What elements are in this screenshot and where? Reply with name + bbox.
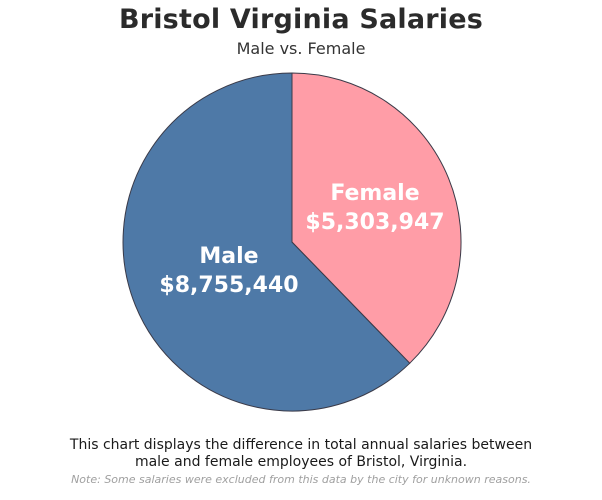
slice-label-female-value: $5,303,947 — [305, 210, 444, 235]
slice-label-female-name: Female — [330, 181, 419, 206]
chart-caption: This chart displays the difference in to… — [0, 437, 602, 471]
chart-title: Bristol Virginia Salaries — [118, 4, 484, 35]
pie-slice-male — [122, 72, 411, 412]
slice-label-male-name: Male — [199, 244, 258, 269]
caption-line-1: This chart displays the difference in to… — [69, 437, 533, 453]
caption-line-2: male and female employees of Bristol, Vi… — [134, 454, 468, 470]
slice-label-male-value: $8,755,440 — [159, 273, 298, 298]
chart-note: Note: Some salaries were excluded from t… — [71, 473, 531, 486]
pie-chart: Female $5,303,947 Male $8,755,440 — [122, 72, 462, 412]
pie-slice-female — [291, 72, 462, 364]
chart-subtitle: Male vs. Female — [236, 39, 366, 58]
